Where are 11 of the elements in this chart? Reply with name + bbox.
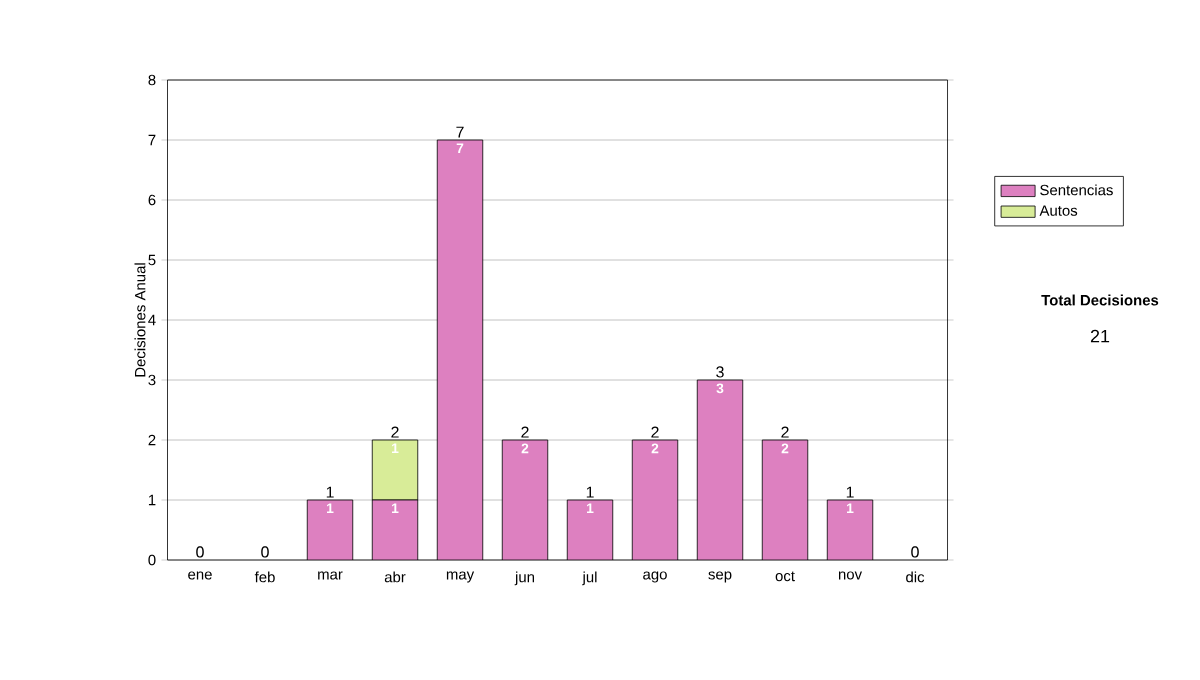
bar xyxy=(761,439,809,560)
bar xyxy=(306,499,354,560)
bar xyxy=(566,499,614,560)
bar xyxy=(826,499,874,560)
bar xyxy=(371,439,419,501)
bar xyxy=(436,139,484,560)
bar xyxy=(371,499,419,560)
bar xyxy=(631,439,679,560)
text: 21 xyxy=(1090,329,1110,343)
bar xyxy=(696,379,744,560)
bar xyxy=(501,439,549,560)
